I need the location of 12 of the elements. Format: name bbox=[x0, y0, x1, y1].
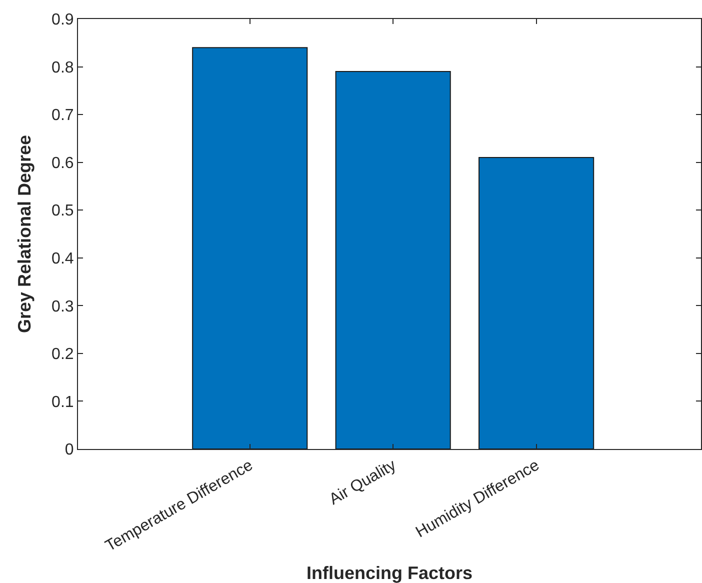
y-tick-label: 0.6 bbox=[52, 154, 74, 172]
y-tick-label: 0 bbox=[64, 442, 74, 459]
y-tick-label: 0.2 bbox=[52, 346, 74, 364]
y-axis-title: Grey Relational Degree bbox=[14, 134, 35, 334]
y-tick-label: 0.1 bbox=[52, 394, 74, 411]
y-tick-label: 0.3 bbox=[52, 298, 74, 316]
x-axis-title: Influencing Factors bbox=[306, 563, 473, 583]
y-tick-label: 0.5 bbox=[52, 202, 74, 220]
y-tick-label: 0.4 bbox=[52, 250, 74, 268]
y-tick-label: 0.9 bbox=[52, 12, 74, 29]
y-tick-label: 0.7 bbox=[52, 107, 74, 124]
y-tick-label: 0.8 bbox=[52, 59, 74, 76]
